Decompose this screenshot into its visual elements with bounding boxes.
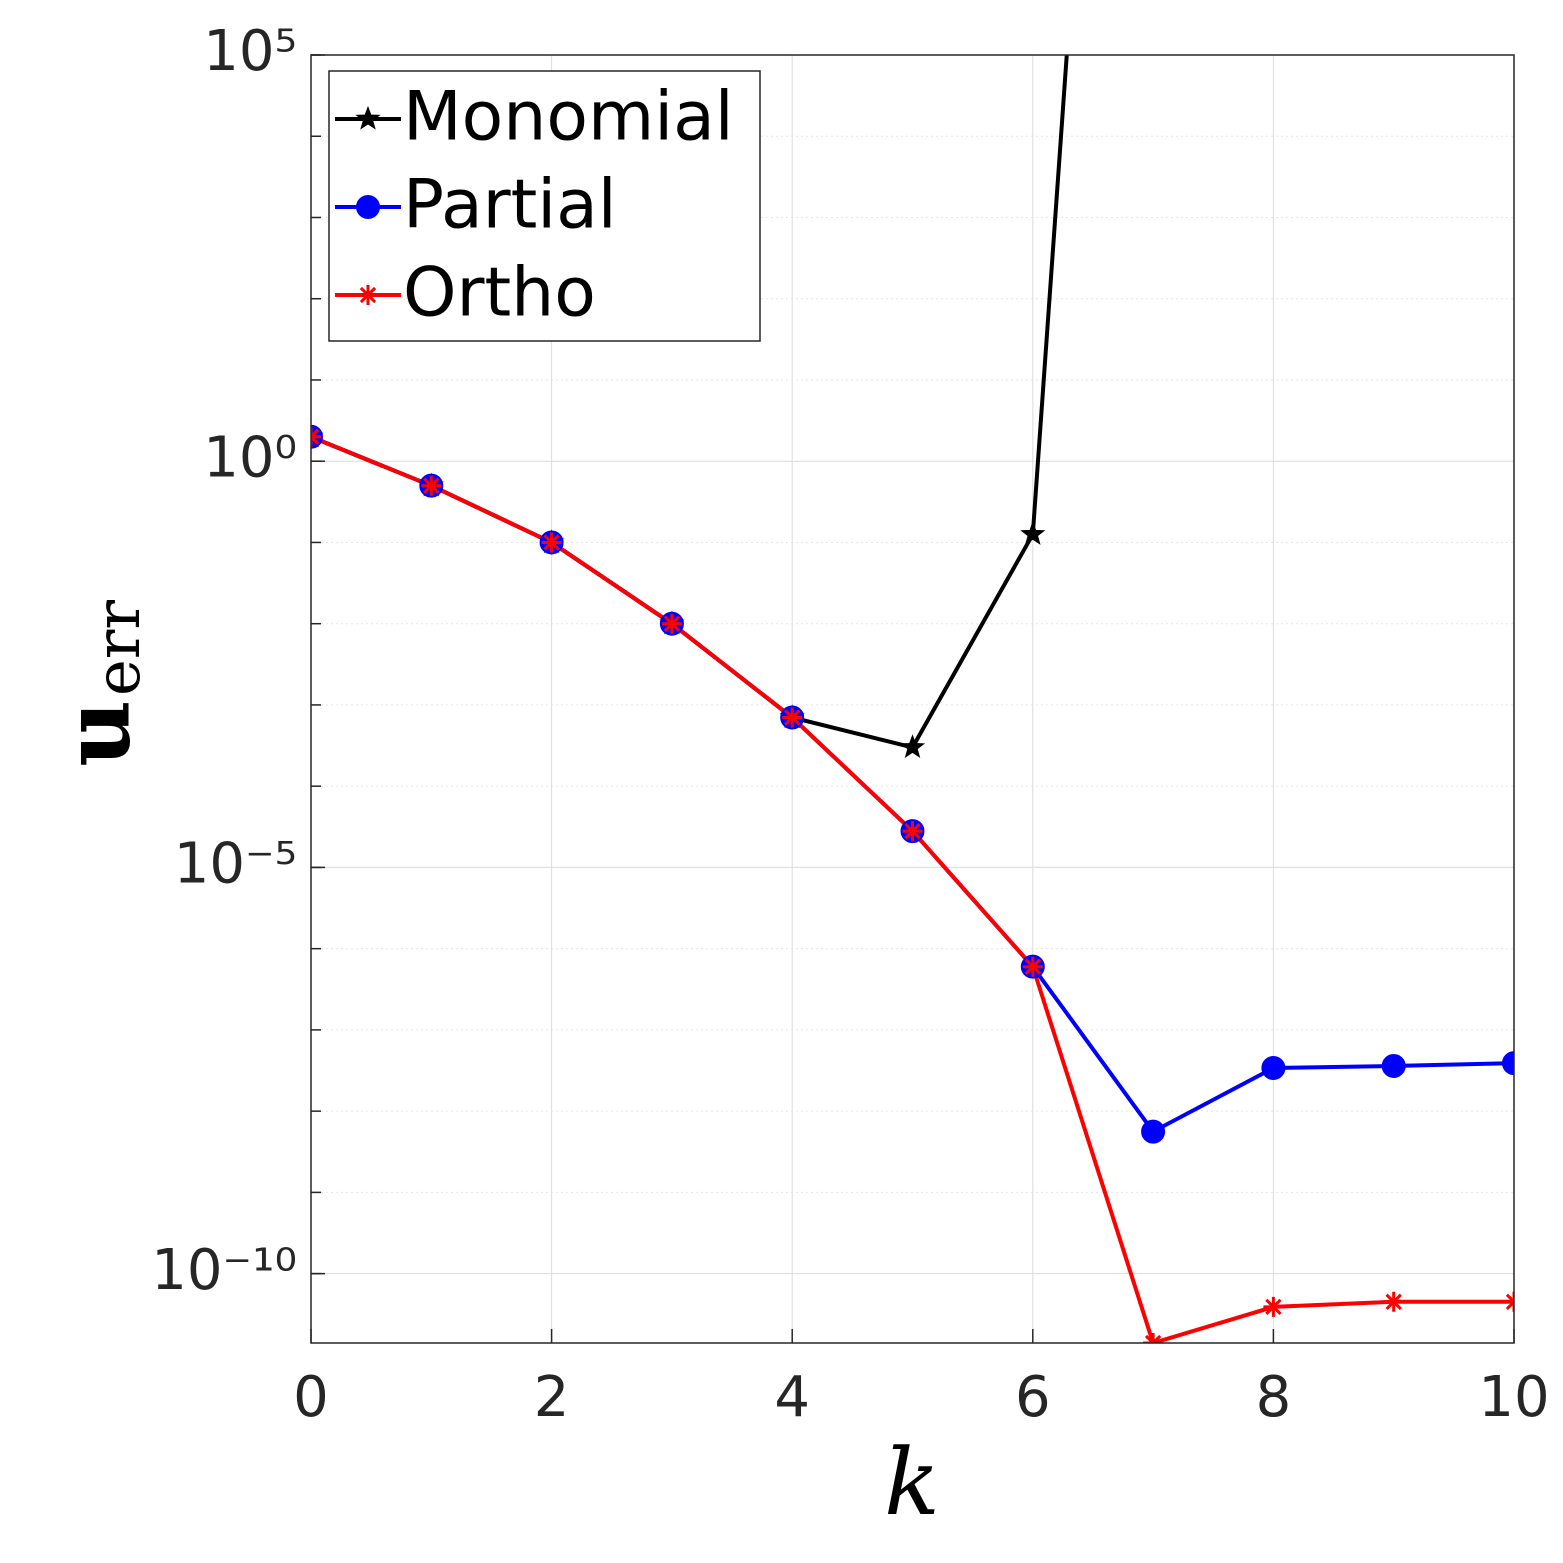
marker [1141,1119,1166,1144]
axes: 10⁻¹⁰ 10⁻⁵ 10⁰ 10⁵ 0 2 4 6 8 10 [151,19,1549,1430]
plot [311,55,1514,1343]
x-tick-label: 10 [1478,1365,1549,1430]
marker [1502,1051,1514,1076]
x-axis-label: k [884,1429,940,1536]
marker [355,105,381,130]
marker [358,285,378,305]
legend-label: Partial [403,166,617,245]
y-tick-label: 10⁻⁵ [174,832,297,897]
y-tick-label: 10⁵ [203,19,297,84]
x-tick-label: 4 [774,1365,810,1430]
x-tick-label: 8 [1256,1365,1292,1430]
marker [1381,1053,1406,1078]
marker [1263,1296,1284,1317]
marker [1020,521,1046,545]
x-tick-label: 6 [1015,1365,1051,1430]
marker [1261,1055,1286,1080]
legend-label: Ortho [403,254,596,333]
marker [1383,1291,1404,1312]
marker [356,195,380,219]
marker [661,613,682,634]
legend-label: Monomial [403,78,734,157]
marker [782,707,803,728]
x-tick-label: 0 [293,1365,329,1430]
marker [902,821,923,842]
marker [541,532,562,553]
marker [899,734,926,759]
marker [1022,956,1043,977]
marker [421,475,442,496]
y-tick-label: 10⁻¹⁰ [151,1238,297,1303]
y-axis-label-subscript: err [81,600,154,696]
y-axis-label-base: u [43,700,151,767]
x-tick-label: 2 [534,1365,570,1430]
axes-frame [310,54,1515,1344]
y-axis-label: u err [43,600,154,767]
y-tick-label: 10⁰ [203,425,297,490]
legend: Monomial Partial Ortho [328,70,761,342]
